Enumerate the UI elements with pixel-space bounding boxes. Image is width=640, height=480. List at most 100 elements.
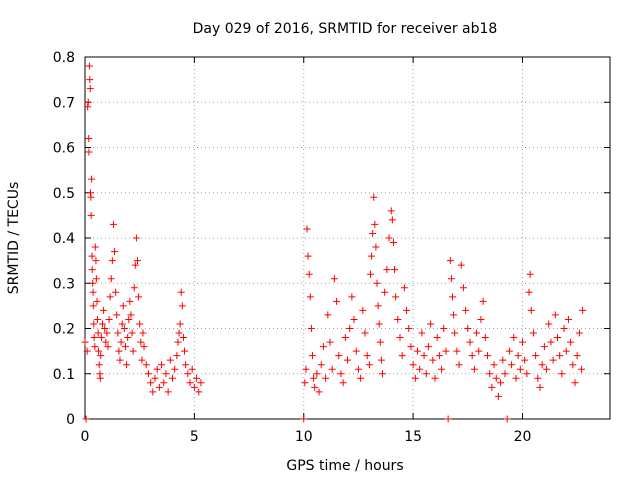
data-point <box>350 315 358 323</box>
data-point <box>573 352 581 360</box>
data-point <box>479 297 487 305</box>
data-point <box>144 370 152 378</box>
data-point <box>106 293 114 301</box>
data-point <box>124 334 132 342</box>
data-point <box>147 379 155 387</box>
data-point <box>82 415 90 423</box>
data-point <box>543 365 551 373</box>
data-point <box>90 320 98 328</box>
data-point <box>486 370 494 378</box>
data-point <box>538 361 546 369</box>
data-point <box>359 306 367 314</box>
data-point <box>532 352 540 360</box>
data-point <box>414 347 421 355</box>
data-point <box>151 374 159 382</box>
data-point <box>87 193 95 201</box>
data-point <box>309 352 316 360</box>
data-point <box>306 293 314 301</box>
data-point <box>162 370 170 378</box>
data-point <box>499 356 507 364</box>
data-point <box>87 211 95 219</box>
data-point <box>529 329 537 337</box>
data-point <box>459 284 467 292</box>
data-point <box>88 266 96 274</box>
data-point <box>383 266 391 274</box>
data-point <box>440 325 448 332</box>
data-point <box>523 370 531 378</box>
data-point <box>301 379 309 387</box>
data-point <box>302 365 310 373</box>
data-point <box>300 415 308 423</box>
data-point <box>549 356 557 364</box>
data-point <box>339 379 347 387</box>
data-point <box>337 370 345 378</box>
data-point <box>453 347 461 355</box>
data-point <box>158 361 166 369</box>
data-point <box>130 284 138 292</box>
data-point <box>85 134 93 142</box>
data-point <box>377 356 385 364</box>
data-point <box>503 415 511 423</box>
data-point <box>125 315 133 323</box>
data-point <box>140 343 148 351</box>
data-point <box>333 297 341 305</box>
data-point <box>514 352 522 360</box>
data-point <box>90 334 98 342</box>
data-point <box>375 320 383 328</box>
data-point <box>578 365 586 373</box>
data-point <box>416 365 424 373</box>
data-point <box>433 334 441 342</box>
data-point <box>551 311 559 319</box>
data-point <box>311 383 319 391</box>
data-point <box>169 374 176 382</box>
data-point <box>525 288 533 296</box>
data-point <box>134 257 141 265</box>
data-point <box>319 343 327 351</box>
data-point <box>464 325 472 332</box>
data-point <box>179 334 187 342</box>
data-point <box>579 306 587 314</box>
data-point <box>554 334 561 342</box>
data-point <box>330 275 338 283</box>
data-point <box>335 352 343 360</box>
data-point <box>142 361 150 369</box>
data-point <box>193 374 201 382</box>
data-point <box>449 293 456 301</box>
data-point <box>398 352 406 360</box>
data-point <box>369 229 377 237</box>
data-point <box>171 365 179 373</box>
data-point <box>95 347 103 355</box>
data-point <box>175 329 183 337</box>
data-point <box>93 315 101 323</box>
data-point <box>371 220 379 228</box>
y-tick-label: 0.5 <box>53 186 75 202</box>
data-point <box>381 288 389 296</box>
data-point <box>137 338 145 346</box>
grid-lines <box>85 57 610 419</box>
data-point <box>113 311 121 319</box>
data-point <box>324 311 332 319</box>
data-point <box>112 288 120 296</box>
data-point <box>450 311 458 319</box>
data-point <box>438 365 446 373</box>
data-point <box>462 306 470 314</box>
data-point <box>466 338 474 346</box>
chart-title: Day 029 of 2016, SRMTID for receiver ab1… <box>193 21 498 37</box>
data-point <box>120 325 128 332</box>
data-point <box>166 356 174 364</box>
data-point <box>575 329 583 337</box>
data-point <box>365 361 373 369</box>
data-point <box>368 252 376 260</box>
data-point <box>547 338 555 346</box>
data-point <box>405 325 413 332</box>
data-point <box>177 288 185 296</box>
data-point <box>131 261 139 269</box>
data-point <box>160 379 168 387</box>
data-point <box>505 347 513 355</box>
data-point <box>105 315 113 323</box>
data-point <box>366 270 374 278</box>
data-point <box>97 334 105 342</box>
data-point <box>164 388 172 396</box>
data-point <box>571 379 579 387</box>
